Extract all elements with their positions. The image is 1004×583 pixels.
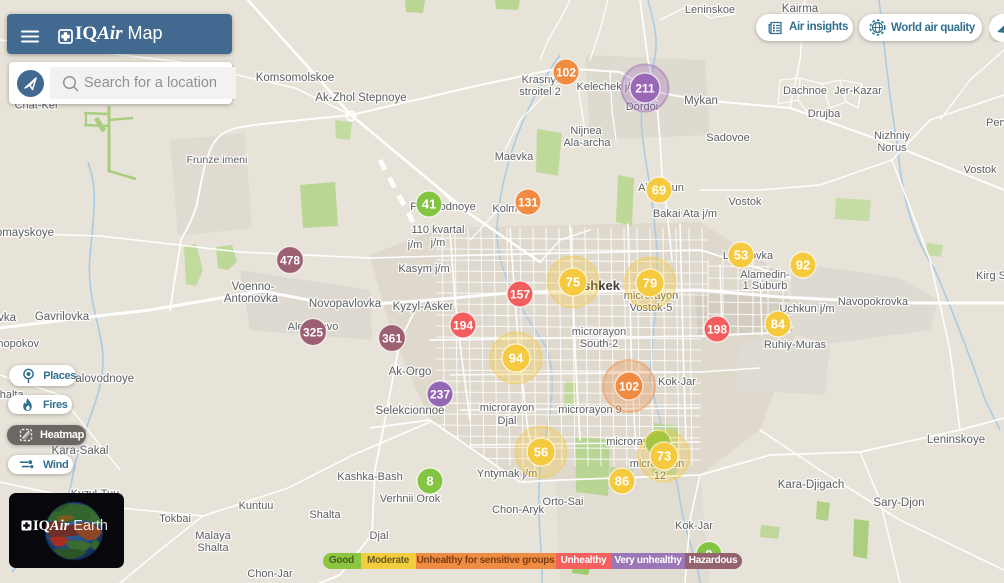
svg-text:Kara-Djigach: Kara-Djigach bbox=[778, 479, 844, 491]
svg-text:41: 41 bbox=[422, 197, 436, 212]
svg-text:79: 79 bbox=[643, 276, 657, 291]
svg-text:Kok-Jar: Kok-Jar bbox=[658, 376, 696, 388]
svg-text:237: 237 bbox=[430, 387, 450, 401]
svg-text:Ak-Zhol Stepnoye: Ak-Zhol Stepnoye bbox=[315, 92, 406, 104]
svg-text:Selekcionnoe: Selekcionnoe bbox=[375, 405, 444, 417]
svg-text:478: 478 bbox=[280, 253, 300, 267]
svg-text:Vostok: Vostok bbox=[728, 196, 762, 208]
svg-text:Navopokrovka: Navopokrovka bbox=[838, 296, 909, 308]
svg-text:microrayon: microrayon bbox=[480, 402, 534, 414]
svg-text:Alamedin-: Alamedin- bbox=[740, 269, 790, 281]
svg-text:Kyzyl-Asker: Kyzyl-Asker bbox=[393, 301, 454, 313]
svg-text:84: 84 bbox=[771, 317, 786, 332]
svg-text:Leninskoye: Leninskoye bbox=[927, 434, 985, 446]
svg-text:hopokov: hopokov bbox=[0, 338, 39, 350]
svg-text:j/m: j/m bbox=[430, 237, 446, 249]
svg-text:Ak-Orgo: Ak-Orgo bbox=[389, 366, 432, 378]
svg-text:j/m: j/m bbox=[407, 239, 423, 251]
svg-text:Kasym j/m: Kasym j/m bbox=[398, 263, 449, 275]
svg-text:Shalta: Shalta bbox=[197, 542, 229, 554]
svg-text:Kok-Jar: Kok-Jar bbox=[675, 520, 713, 532]
svg-text:Pervomayskoye: Pervomayskoye bbox=[0, 227, 54, 239]
svg-text:Tokbai: Tokbai bbox=[159, 513, 191, 525]
svg-text:Maevka: Maevka bbox=[495, 151, 534, 163]
svg-text:56: 56 bbox=[534, 445, 548, 460]
svg-text:Uchkun j/m: Uchkun j/m bbox=[779, 303, 834, 315]
svg-text:Chon-Jar: Chon-Jar bbox=[247, 568, 293, 580]
svg-text:Voenno-: Voenno- bbox=[232, 281, 275, 293]
svg-text:Kara-Sakal: Kara-Sakal bbox=[52, 445, 109, 457]
svg-text:Sary-Djon: Sary-Djon bbox=[873, 497, 924, 509]
svg-text:131: 131 bbox=[518, 195, 538, 209]
svg-text:Kuntuu: Kuntuu bbox=[239, 500, 274, 512]
svg-text:Nizhniy: Nizhniy bbox=[874, 130, 911, 142]
svg-text:12: 12 bbox=[654, 470, 666, 482]
svg-text:Novopavlovka: Novopavlovka bbox=[309, 298, 382, 310]
svg-text:Yntymak j/m: Yntymak j/m bbox=[477, 468, 538, 480]
svg-text:94: 94 bbox=[509, 351, 524, 366]
svg-text:Ruhiy-Muras: Ruhiy-Muras bbox=[764, 339, 827, 351]
svg-text:157: 157 bbox=[510, 287, 530, 301]
svg-text:microrayon 9: microrayon 9 bbox=[558, 404, 622, 416]
svg-text:Mykan: Mykan bbox=[684, 95, 718, 107]
svg-text:325: 325 bbox=[303, 325, 323, 339]
svg-text:Drujba: Drujba bbox=[808, 108, 841, 120]
svg-text:110 kvartal: 110 kvartal bbox=[412, 224, 465, 236]
svg-text:92: 92 bbox=[796, 258, 810, 273]
svg-text:211: 211 bbox=[635, 81, 655, 95]
svg-text:Djal: Djal bbox=[370, 530, 389, 542]
svg-text:Orto-Sai: Orto-Sai bbox=[543, 496, 584, 508]
svg-text:Leninskoe: Leninskoe bbox=[685, 4, 735, 16]
svg-text:Norus: Norus bbox=[877, 142, 907, 154]
svg-text:Dachnoe: Dachnoe bbox=[783, 85, 827, 97]
svg-text:Kirg Sh: Kirg Sh bbox=[976, 270, 1004, 282]
svg-text:Jer-Kazar: Jer-Kazar bbox=[834, 85, 882, 97]
svg-text:Dordoi: Dordoi bbox=[626, 101, 658, 113]
svg-text:South-2: South-2 bbox=[580, 338, 619, 350]
svg-text:Perv: Perv bbox=[986, 117, 1004, 129]
svg-text:86: 86 bbox=[615, 474, 629, 489]
svg-text:vka: vka bbox=[0, 312, 17, 324]
svg-text:73: 73 bbox=[657, 449, 671, 464]
svg-text:53: 53 bbox=[734, 248, 748, 263]
svg-text:Komsomolskoe: Komsomolskoe bbox=[256, 72, 335, 84]
svg-text:102: 102 bbox=[619, 379, 639, 393]
svg-text:361: 361 bbox=[382, 331, 402, 345]
svg-text:1 Suburb: 1 Suburb bbox=[743, 280, 788, 292]
svg-text:Bakai Ata j/m: Bakai Ata j/m bbox=[653, 208, 717, 220]
svg-text:Kelechek j/m: Kelechek j/m bbox=[577, 81, 640, 93]
svg-text:Krasnyi: Krasnyi bbox=[522, 74, 559, 86]
svg-text:69: 69 bbox=[652, 183, 666, 198]
svg-text:Verhnii Orok: Verhnii Orok bbox=[380, 493, 441, 505]
svg-text:Malaya: Malaya bbox=[195, 530, 231, 542]
svg-text:194: 194 bbox=[453, 318, 473, 332]
svg-text:198: 198 bbox=[707, 322, 727, 336]
svg-text:102: 102 bbox=[556, 65, 576, 79]
svg-text:Djal: Djal bbox=[498, 415, 517, 427]
svg-text:8: 8 bbox=[426, 474, 433, 489]
svg-text:Vostok: Vostok bbox=[963, 164, 997, 176]
svg-text:Vostok-5: Vostok-5 bbox=[630, 302, 673, 314]
svg-text:Kashka-Bash: Kashka-Bash bbox=[337, 471, 402, 483]
svg-text:Ala-archa: Ala-archa bbox=[563, 137, 611, 149]
svg-text:Chon-Aryk: Chon-Aryk bbox=[492, 504, 544, 516]
svg-text:Shalta: Shalta bbox=[309, 509, 341, 521]
svg-text:Antonovka: Antonovka bbox=[224, 293, 279, 305]
svg-text:stroitel 2: stroitel 2 bbox=[519, 86, 561, 98]
svg-text:Gavrilovka: Gavrilovka bbox=[35, 311, 90, 323]
svg-text:Kairma: Kairma bbox=[782, 3, 819, 15]
svg-text:75: 75 bbox=[566, 275, 580, 290]
svg-text:Malovodnoye: Malovodnoye bbox=[66, 373, 134, 385]
svg-text:Frunze imeni: Frunze imeni bbox=[187, 154, 248, 166]
svg-text:microrayon: microrayon bbox=[572, 326, 626, 338]
svg-text:Sadovoe: Sadovoe bbox=[706, 132, 749, 144]
svg-text:Nijnea: Nijnea bbox=[570, 125, 602, 137]
